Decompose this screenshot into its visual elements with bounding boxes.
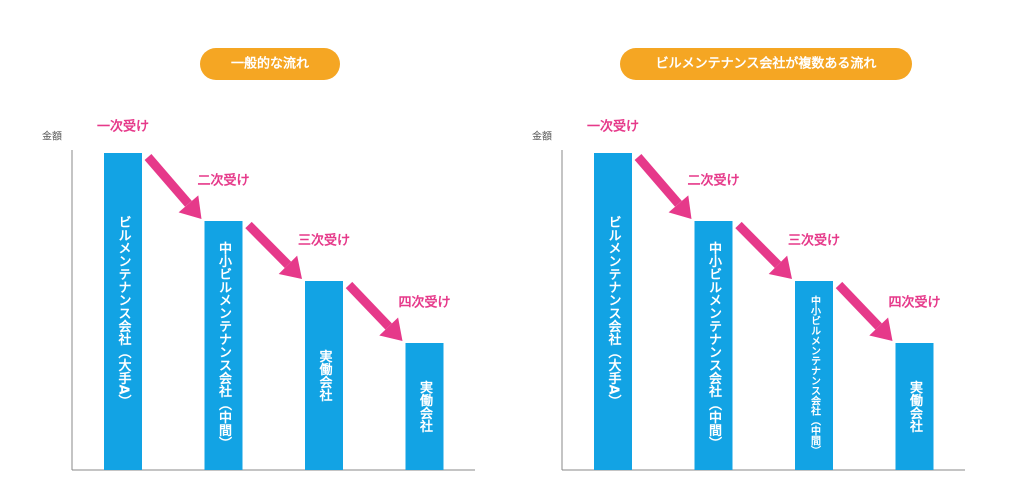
bar: [405, 343, 444, 470]
arrow-shaft: [144, 154, 192, 207]
bar: [694, 221, 733, 470]
arrow-head: [869, 317, 893, 341]
bar-text: 実働会社: [417, 380, 434, 433]
panel-title: 一般的な流れ: [231, 56, 309, 72]
step-label: 二次受け: [687, 173, 739, 189]
arrow-head: [668, 195, 692, 219]
step-label: 三次受け: [298, 233, 350, 249]
step-label: 一次受け: [97, 119, 149, 135]
step-label: 二次受け: [197, 173, 249, 189]
arrow-shaft: [835, 281, 882, 330]
step-label: 四次受け: [888, 295, 940, 311]
bar-text: ビルメンテナンス会社（大手A）: [116, 215, 133, 407]
bar-text: ビルメンテナンス会社（大手A）: [606, 215, 623, 407]
bar-text: 実働会社: [907, 380, 924, 433]
axis-label: 金額: [42, 130, 62, 143]
arrow-shaft: [245, 221, 292, 268]
axis-label: 金額: [532, 130, 552, 143]
arrow-shaft: [735, 221, 782, 268]
bar-text: 中小ビルメンテナンス会社（中間）: [216, 241, 233, 450]
bar: [305, 281, 343, 470]
arrow-head: [379, 317, 403, 341]
panel-title: ビルメンテナンス会社が複数ある流れ: [656, 56, 877, 72]
bar: [594, 153, 632, 470]
bar-text: 実働会社: [317, 349, 334, 402]
bar-text: 中小ビルメンテナンス会社（中間）: [706, 241, 723, 450]
title-pill: [620, 48, 912, 80]
bar: [204, 221, 243, 470]
bar-text: 中小ビルメンテナンス会社（中間）: [809, 294, 822, 455]
bar: [795, 281, 833, 470]
arrow-shaft: [634, 154, 682, 207]
title-pill: [200, 48, 340, 80]
step-label: 三次受け: [788, 233, 840, 249]
arrow-shaft: [345, 281, 392, 330]
bar: [895, 343, 934, 470]
arrow-head: [768, 255, 792, 279]
bar: [104, 153, 142, 470]
arrow-head: [178, 195, 202, 219]
step-label: 一次受け: [587, 119, 639, 135]
step-label: 四次受け: [398, 295, 450, 311]
arrow-head: [278, 255, 302, 279]
